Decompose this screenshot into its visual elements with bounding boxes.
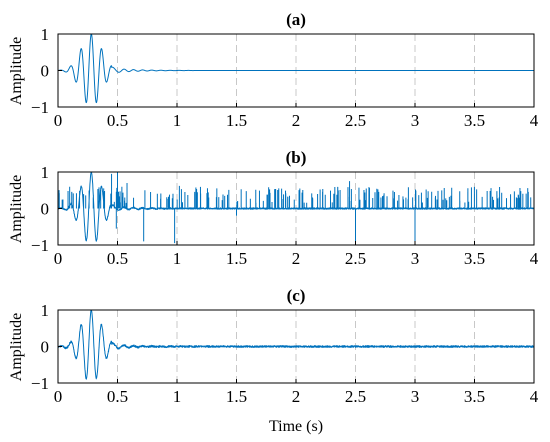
panel-c-ticks: 0 0.5 1 1.5 2 2.5 3 3.5 4 1 0 −1 — [31, 301, 539, 406]
x-tick-label: 2.5 — [345, 111, 366, 130]
x-tick-label: 1 — [173, 387, 182, 406]
panel-b: (b) Amplitude 0 0.5 1 1.5 2 2.5 3 3.5 4 1 0 −1 — [8, 148, 539, 268]
y-tick-label: −1 — [31, 98, 49, 117]
panel-c-grid — [117, 310, 475, 383]
x-tick-label: 3.5 — [464, 111, 485, 130]
panel-a-ylabel: Amplitude — [8, 37, 25, 105]
panel-c: (c) Amplitude 0 0.5 1 1.5 2 2.5 3 3.5 4 1 0 −1 — [8, 286, 539, 406]
x-tick-label: 3 — [411, 111, 420, 130]
panel-c-ylabel: Amplitude — [8, 313, 25, 381]
x-tick-label: 0 — [54, 249, 63, 268]
x-tick-label: 4 — [530, 387, 539, 406]
panel-a-ticks: 0 0.5 1 1.5 2 2.5 3 3.5 4 1 0 −1 — [31, 25, 539, 130]
y-tick-label: 0 — [41, 338, 50, 357]
x-tick-label: 3 — [411, 387, 420, 406]
x-tick-label: 4 — [530, 249, 539, 268]
y-tick-label: −1 — [31, 374, 49, 393]
y-tick-label: 1 — [41, 163, 50, 182]
panel-b-series — [57, 171, 535, 244]
panel-b-ylabel: Amplitude — [8, 175, 25, 243]
panel-b-ticks: 0 0.5 1 1.5 2 2.5 3 3.5 4 1 0 −1 — [31, 163, 539, 268]
y-tick-label: −1 — [31, 236, 49, 255]
x-tick-label: 0.5 — [107, 111, 128, 130]
x-tick-label: 0 — [54, 111, 63, 130]
x-tick-label: 0.5 — [107, 249, 128, 268]
y-tick-label: 1 — [41, 301, 50, 320]
x-axis-label: Time (s) — [269, 418, 323, 435]
x-tick-label: 1 — [173, 111, 182, 130]
x-tick-label: 2 — [292, 111, 301, 130]
x-tick-label: 2.5 — [345, 249, 366, 268]
x-tick-label: 0 — [54, 387, 63, 406]
x-tick-label: 1.5 — [226, 249, 247, 268]
x-tick-label: 0.5 — [107, 387, 128, 406]
panel-c-frame — [57, 309, 535, 384]
y-tick-label: 0 — [41, 200, 50, 219]
panel-a-frame — [57, 33, 535, 108]
panel-b-frame — [57, 171, 535, 246]
x-tick-label: 3.5 — [464, 249, 485, 268]
panel-a: (a) Amplitude 0 0.5 1 1.5 2 2.5 3 3.5 4 1 0 −1 — [8, 10, 539, 130]
signal-line — [57, 171, 535, 244]
x-tick-label: 1.5 — [226, 387, 247, 406]
x-tick-label: 2 — [292, 387, 301, 406]
panel-c-series — [57, 309, 535, 380]
x-tick-label: 1 — [173, 249, 182, 268]
x-tick-label: 2 — [292, 249, 301, 268]
panel-a-series — [57, 33, 535, 104]
y-tick-label: 0 — [41, 62, 50, 81]
x-tick-label: 2.5 — [345, 387, 366, 406]
x-tick-label: 4 — [530, 111, 539, 130]
x-tick-label: 1.5 — [226, 111, 247, 130]
panel-a-title: (a) — [286, 10, 306, 29]
x-tick-label: 3.5 — [464, 387, 485, 406]
panel-c-title: (c) — [287, 286, 306, 305]
signal-line — [57, 309, 535, 380]
signal-line — [57, 33, 535, 104]
y-tick-label: 1 — [41, 25, 50, 44]
x-tick-label: 3 — [411, 249, 420, 268]
panel-b-title: (b) — [286, 148, 307, 167]
